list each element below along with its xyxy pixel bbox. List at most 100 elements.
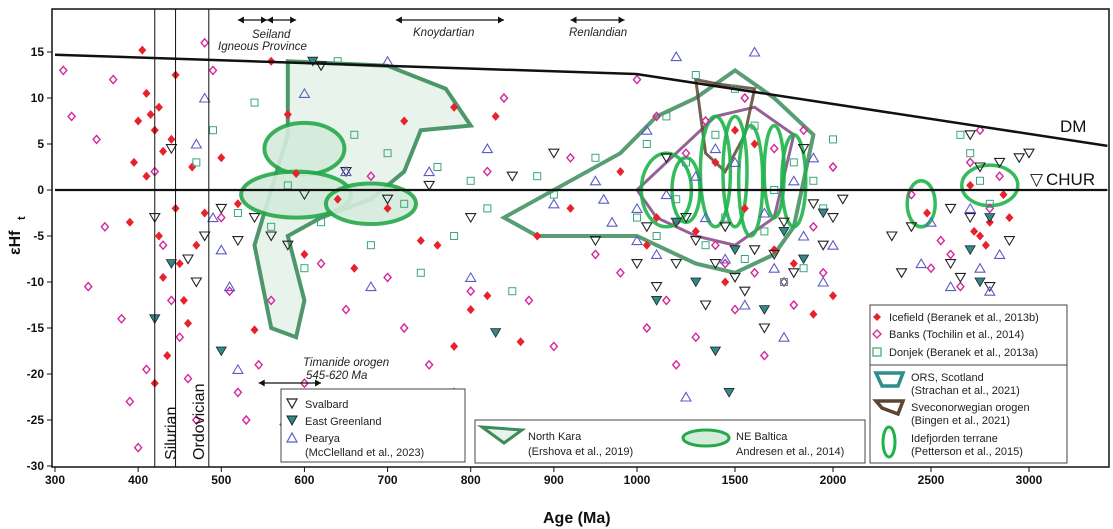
point-triangle-down-filled — [650, 296, 663, 306]
point-square-open — [642, 140, 651, 148]
point-diamond-filled — [184, 318, 193, 328]
point-diamond-open — [316, 258, 326, 269]
point-triangle-down-open — [315, 61, 328, 72]
point-diamond-open — [995, 171, 1005, 182]
point-square-open — [300, 264, 309, 273]
x-tick-label: 300 — [45, 473, 65, 487]
event-label-seiland: Seiland — [252, 29, 291, 41]
point-triangle-down-open — [182, 254, 194, 265]
point-diamond-open — [58, 65, 68, 76]
point-diamond-open — [691, 332, 701, 343]
point-triangle-up-open — [207, 212, 219, 223]
legend-banks: Banks (Tochilin et al., 2014) — [889, 329, 1024, 341]
legend-sveco: Sveconorwegian orogen — [911, 402, 1030, 414]
y-tick-label: 10 — [31, 91, 45, 105]
point-diamond-open — [92, 134, 102, 145]
point-triangle-up-open — [631, 235, 643, 246]
point-triangle-down-open — [807, 199, 820, 210]
point-square-open — [633, 213, 641, 222]
point-square-open — [450, 232, 459, 240]
point-diamond-open — [208, 65, 218, 76]
point-triangle-down-open — [631, 259, 643, 270]
field-ne-baltica — [323, 181, 418, 227]
point-diamond-filled — [516, 337, 525, 347]
point-diamond-open — [710, 240, 720, 251]
point-diamond-open — [955, 281, 965, 292]
point-triangle-up-open — [650, 248, 663, 259]
event-label-knoydartian: Knoydartian — [413, 27, 474, 39]
point-triangle-up-open — [670, 51, 683, 62]
point-triangle-down-open — [265, 231, 278, 242]
x-tick-label: 3000 — [1016, 473, 1043, 487]
y-tick-label: -10 — [27, 275, 45, 289]
point-square-open — [691, 71, 700, 79]
point-triangle-up-open — [547, 198, 560, 209]
point-triangle-down-open — [660, 153, 673, 164]
point-triangle-down-open — [589, 236, 602, 247]
point-triangle-up-open — [709, 143, 722, 154]
point-triangle-up-open — [231, 363, 244, 374]
point-triangle-down-open — [689, 236, 702, 247]
point-diamond-filled — [491, 111, 500, 121]
point-square-open — [809, 176, 818, 185]
point-triangle-up-open — [738, 299, 751, 310]
point-triangle-down-open — [650, 282, 663, 293]
point-diamond-open — [799, 125, 809, 136]
point-triangle-up-open — [223, 281, 236, 292]
point-square-open — [956, 130, 965, 139]
point-triangle-down-open — [165, 144, 178, 155]
y-tick-label: 5 — [37, 137, 44, 151]
point-diamond-filled — [167, 134, 176, 144]
point-triangle-up-open — [631, 202, 643, 213]
y-tick-label: 0 — [37, 183, 44, 197]
point-diamond-open — [615, 267, 625, 278]
point-triangle-down-open — [1003, 236, 1016, 247]
point-triangle-up-open — [797, 230, 810, 241]
period-lines — [154, 9, 210, 467]
legend-fields-group: North Kara (Ershova et al., 2019) NE Bal… — [474, 419, 866, 464]
y-tick-label: -30 — [27, 459, 45, 473]
x-tick-label: 1000 — [624, 473, 651, 487]
point-diamond-filled — [770, 245, 779, 255]
point-triangle-down-filled — [709, 346, 722, 357]
point-diamond-open — [225, 286, 235, 297]
point-diamond-filled — [433, 240, 442, 250]
point-square-open — [591, 153, 600, 162]
x-tick-label: 2000 — [820, 473, 847, 487]
point-diamond-filled — [146, 110, 155, 120]
point-diamond-filled — [829, 291, 837, 301]
point-diamond-open — [133, 442, 143, 453]
point-triangle-down-filled — [729, 245, 741, 256]
point-diamond-open — [769, 143, 779, 154]
point-triangle-down-open — [944, 203, 957, 214]
point-diamond-filled — [159, 146, 168, 156]
chur-label: CHUR — [1046, 170, 1095, 189]
point-square-open — [711, 130, 720, 139]
legend-svalbard: Svalbard — [305, 399, 348, 411]
legend-marker-banks — [872, 329, 882, 339]
point-diamond-open — [366, 171, 376, 182]
point-square-open — [483, 204, 492, 213]
point-diamond-filled — [250, 325, 259, 335]
point-diamond-open — [499, 92, 509, 104]
point-triangle-down-open — [885, 231, 898, 242]
point-diamond-filled — [566, 203, 575, 213]
point-square-open — [317, 218, 326, 227]
point-triangle-down-open — [895, 268, 908, 279]
point-triangle-up-open — [589, 175, 602, 186]
legend-marker-icefield — [873, 313, 881, 321]
point-diamond-filled — [233, 199, 242, 209]
period-label-ordovician: Ordovician — [191, 384, 208, 460]
point-triangle-up-open — [606, 216, 619, 227]
point-square-open — [250, 98, 259, 107]
point-square-open — [682, 158, 690, 167]
point-diamond-open — [730, 304, 740, 315]
legend-marker-donjek — [872, 347, 882, 357]
point-triangle-up-open — [464, 271, 477, 282]
point-diamond-open — [254, 359, 264, 370]
point-triangle-up-open — [964, 202, 977, 213]
legend-marker-kara — [476, 425, 527, 445]
point-diamond-filled — [192, 240, 201, 250]
axis-ticks: 300 400 500 600 700 800 900 1000 1500 2000 2500 300… — [27, 45, 1043, 487]
